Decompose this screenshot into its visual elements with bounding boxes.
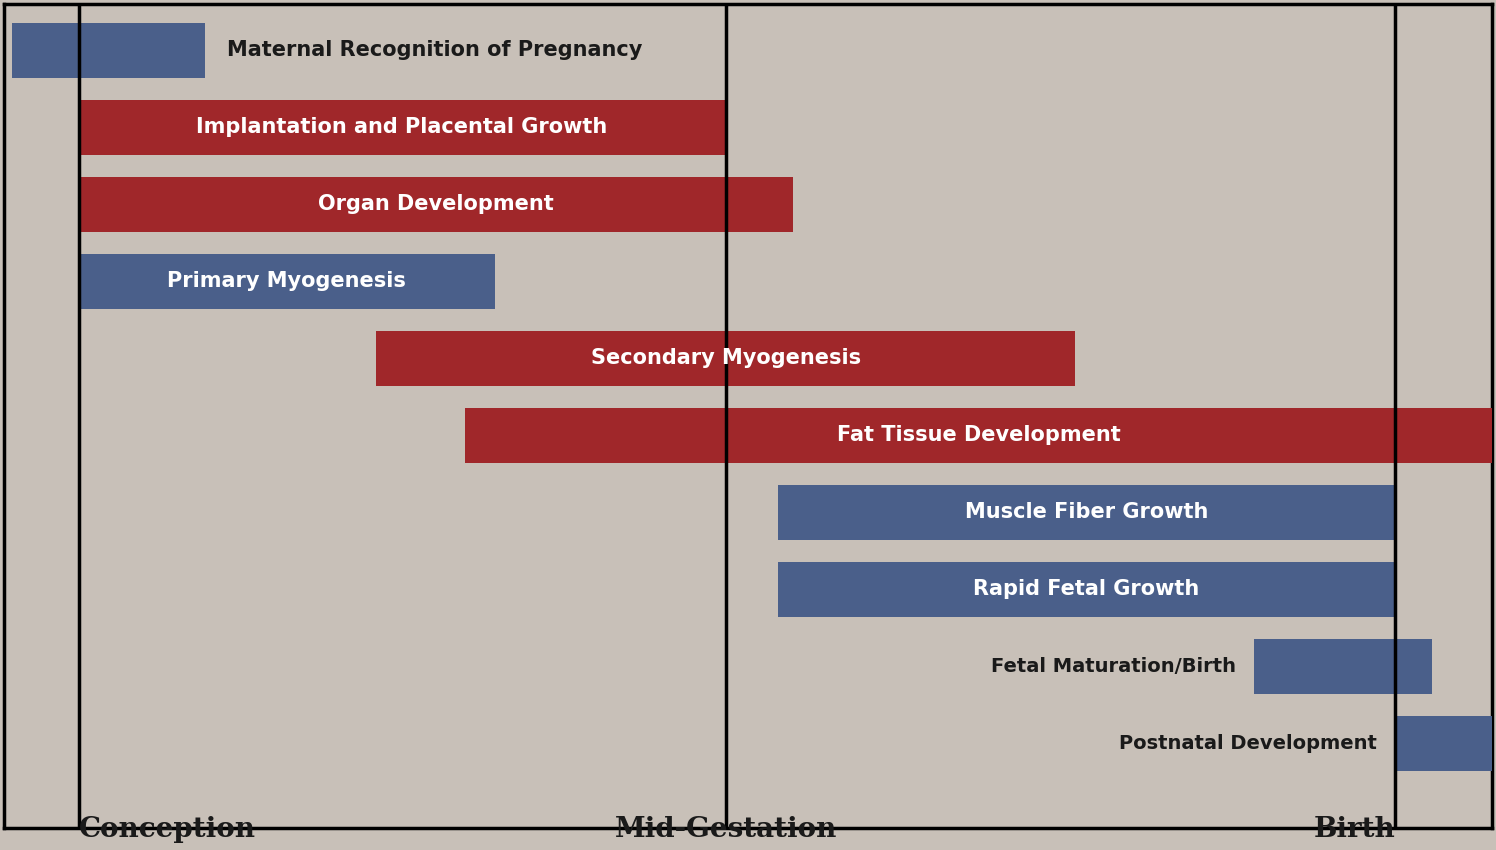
FancyBboxPatch shape xyxy=(79,99,726,155)
Text: Fetal Maturation/Birth: Fetal Maturation/Birth xyxy=(990,657,1236,676)
FancyBboxPatch shape xyxy=(12,23,205,78)
Text: Rapid Fetal Growth: Rapid Fetal Growth xyxy=(974,580,1200,599)
FancyBboxPatch shape xyxy=(1396,716,1492,771)
FancyBboxPatch shape xyxy=(1254,638,1432,694)
Text: Fat Tissue Development: Fat Tissue Development xyxy=(836,425,1121,445)
FancyBboxPatch shape xyxy=(79,177,793,232)
FancyBboxPatch shape xyxy=(778,484,1396,540)
FancyBboxPatch shape xyxy=(778,562,1396,617)
Text: Secondary Myogenesis: Secondary Myogenesis xyxy=(591,348,860,368)
FancyBboxPatch shape xyxy=(79,253,495,309)
FancyBboxPatch shape xyxy=(375,331,1076,386)
Text: Muscle Fiber Growth: Muscle Fiber Growth xyxy=(965,502,1209,523)
Text: Maternal Recognition of Pregnancy: Maternal Recognition of Pregnancy xyxy=(227,40,643,60)
Text: Conception: Conception xyxy=(79,817,256,843)
Text: Organ Development: Organ Development xyxy=(317,195,554,214)
Text: Birth: Birth xyxy=(1313,817,1396,843)
Text: Mid-Gestation: Mid-Gestation xyxy=(615,817,836,843)
Text: Implantation and Placental Growth: Implantation and Placental Growth xyxy=(196,117,607,138)
Text: Primary Myogenesis: Primary Myogenesis xyxy=(168,271,407,292)
FancyBboxPatch shape xyxy=(465,408,1492,463)
Text: Postnatal Development: Postnatal Development xyxy=(1119,734,1378,753)
